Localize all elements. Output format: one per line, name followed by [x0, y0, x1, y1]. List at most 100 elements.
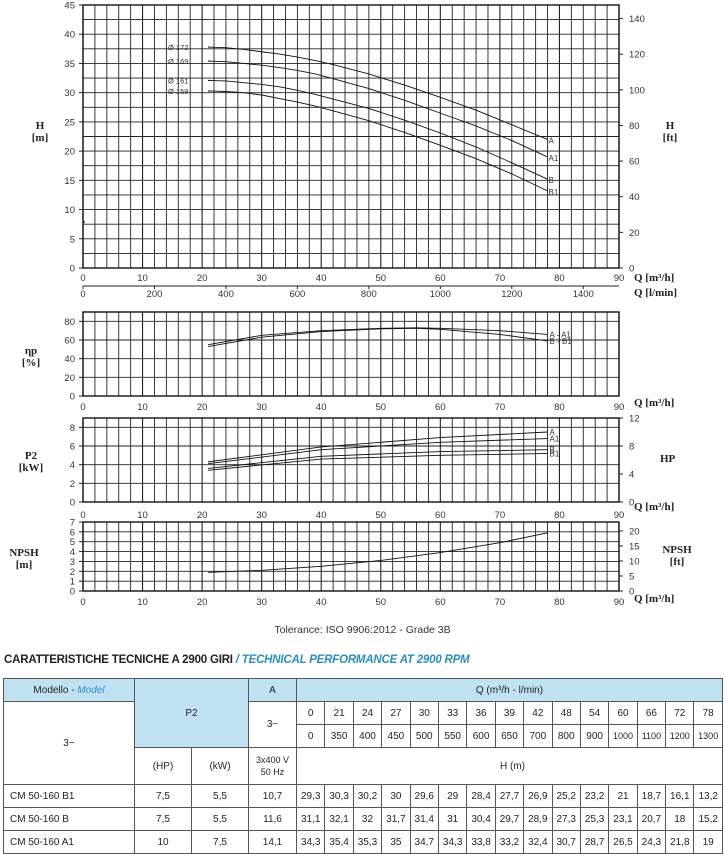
head-cell: 35,4 [324, 830, 354, 854]
h-unit: H (m) [296, 747, 723, 785]
q-lmin-cell: 0 [296, 724, 326, 748]
svg-text:Q [l/min]: Q [l/min] [634, 287, 677, 299]
hp-cell: 7,5 [134, 784, 192, 808]
svg-text:90: 90 [614, 273, 625, 284]
q-m3h-cell: 72 [665, 701, 695, 725]
svg-text:140: 140 [629, 14, 645, 25]
svg-text:80: 80 [64, 317, 75, 328]
head-cell: 28,9 [523, 807, 553, 831]
amps-cell: 14,1 [248, 830, 298, 854]
head-cell: 35,3 [352, 830, 383, 854]
p2-header: P2 [133, 678, 250, 748]
head-cell: 34,3 [437, 830, 468, 854]
q-m3h-cell: 30 [409, 701, 439, 725]
svg-text:A: A [550, 428, 556, 437]
svg-text:4: 4 [70, 547, 75, 558]
head-cell: 31,4 [409, 807, 439, 831]
head-cell: 29,7 [494, 807, 525, 831]
svg-text:50: 50 [375, 510, 386, 521]
svg-text:20: 20 [64, 373, 75, 384]
head-cell: 21,8 [665, 830, 695, 854]
q-m3h-cell: 24 [352, 701, 383, 725]
svg-text:Q [m³/h]: Q [m³/h] [634, 272, 674, 284]
svg-text:4: 4 [629, 470, 634, 481]
svg-text:12: 12 [629, 414, 640, 425]
q-lmin-cell: 450 [381, 724, 411, 748]
svg-text:80: 80 [554, 597, 565, 608]
model-header: Modello - Model [3, 678, 135, 702]
head-cell: 26,9 [523, 784, 553, 808]
svg-text:0: 0 [70, 498, 75, 509]
model-cell: CM 50-160 A1 [3, 830, 135, 854]
svg-text:70: 70 [495, 273, 506, 284]
hp-cell: 7,5 [134, 807, 192, 831]
svg-text:NPSH: NPSH [662, 544, 692, 556]
svg-text:20: 20 [197, 273, 208, 284]
q-lmin-cell: 500 [409, 724, 439, 748]
svg-text:60: 60 [435, 273, 446, 284]
hp-cell: 10 [134, 830, 192, 854]
svg-text:60: 60 [629, 157, 640, 168]
q-m3h-cell: 78 [693, 701, 723, 725]
svg-text:B: B [549, 176, 554, 185]
head-cell: 30,2 [352, 784, 383, 808]
q-m3h-cell: 33 [437, 701, 468, 725]
section-title-en: / TECHNICAL PERFORMANCE AT 2900 RPM [235, 654, 470, 666]
svg-text:Q [m³/h]: Q [m³/h] [634, 501, 674, 513]
svg-text:HP: HP [660, 453, 676, 465]
svg-text:10: 10 [629, 556, 640, 567]
svg-text:40: 40 [316, 510, 327, 521]
q-m3h-cell: 42 [523, 701, 553, 725]
svg-text:40: 40 [316, 597, 327, 608]
head-cell: 33,2 [494, 830, 525, 854]
svg-text:30: 30 [256, 597, 267, 608]
head-cell: 25,2 [551, 784, 581, 808]
svg-text:H: H [36, 120, 45, 132]
tolerance-note: Tolerance: ISO 9906:2012 - Grade 3B [274, 624, 451, 636]
svg-text:5: 5 [70, 537, 75, 548]
svg-text:ηp: ηp [25, 345, 37, 357]
model-cell: CM 50-160 B [3, 807, 135, 831]
svg-text:2: 2 [70, 567, 75, 578]
svg-text:120: 120 [629, 50, 645, 61]
q-lmin-cell: 1000 [608, 724, 638, 748]
svg-text:[m]: [m] [16, 559, 33, 571]
svg-text:H: H [666, 120, 675, 132]
svg-text:7: 7 [70, 518, 75, 529]
head-cell: 32,1 [324, 807, 354, 831]
q-m3h-cell: 27 [381, 701, 411, 725]
q-lmin-cell: 400 [352, 724, 383, 748]
svg-text:0: 0 [70, 587, 75, 598]
kw-unit: (kW) [190, 747, 250, 785]
head-cell: 32,4 [523, 830, 553, 854]
head-cell: 28,7 [579, 830, 610, 854]
svg-text:40: 40 [64, 30, 75, 41]
svg-text:0: 0 [70, 392, 75, 403]
svg-text:50: 50 [375, 402, 386, 413]
svg-text:[kW]: [kW] [19, 462, 43, 474]
q-lmin-row: 0 350 400 450 500 550 600 650 700 800 900 1000 1100 1… [4, 724, 723, 748]
q-lmin-cell: 350 [324, 724, 354, 748]
amps-cell: 11,6 [248, 807, 298, 831]
svg-text:20: 20 [197, 402, 208, 413]
q-m3h-cell: 54 [579, 701, 610, 725]
svg-text:[m]: [m] [32, 132, 49, 144]
q-lmin-cell: 1300 [693, 724, 723, 748]
svg-text:90: 90 [614, 597, 625, 608]
svg-text:[ft]: [ft] [663, 132, 678, 144]
svg-text:70: 70 [495, 402, 506, 413]
svg-text:35: 35 [64, 59, 75, 70]
svg-text:10: 10 [137, 510, 148, 521]
q-lmin-cell: 550 [437, 724, 468, 748]
svg-text:10: 10 [137, 273, 148, 284]
q-m3h-cell: 60 [608, 701, 638, 725]
svg-text:30: 30 [256, 273, 267, 284]
svg-text:10: 10 [137, 402, 148, 413]
head-cell: 24,3 [636, 830, 667, 854]
svg-text:6: 6 [70, 442, 75, 453]
svg-text:NPSH: NPSH [9, 547, 39, 559]
svg-text:0: 0 [80, 510, 85, 521]
q-lmin-cell: 1200 [665, 724, 695, 748]
q-m3h-cell: 36 [466, 701, 496, 725]
